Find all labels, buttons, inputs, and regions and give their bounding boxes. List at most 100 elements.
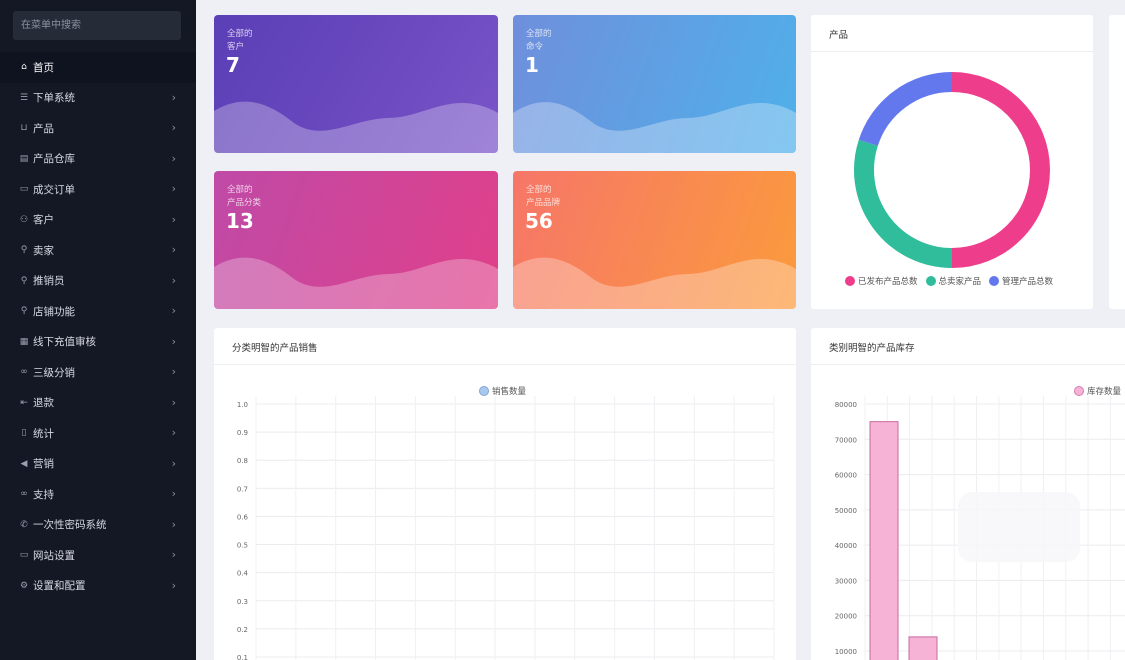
legend-item[interactable]: 已发布产品总数 bbox=[845, 275, 918, 287]
sidebar-item[interactable]: ⌂ 首页 bbox=[0, 52, 196, 83]
sidebar-item[interactable]: ✆ 一次性密码系统 › bbox=[0, 510, 196, 541]
panel-title: 类别明智的产品库存 bbox=[829, 343, 915, 354]
sidebar-item-label: 退款 bbox=[33, 397, 54, 410]
legend-swatch bbox=[925, 276, 936, 286]
customers-card[interactable]: 全部的 客户 7 bbox=[214, 15, 498, 153]
chevron-right-icon: › bbox=[171, 243, 176, 256]
donut-chart bbox=[854, 72, 1050, 268]
legend-swatch bbox=[845, 276, 855, 286]
sidebar-item[interactable]: ▤ 产品仓库 › bbox=[0, 144, 196, 175]
divider bbox=[214, 364, 796, 365]
sidebar-item[interactable]: ▭ 成交订单 › bbox=[0, 174, 196, 205]
panel-title: 分类明智的产品销售 bbox=[232, 343, 318, 354]
legend-label: 销售数量 bbox=[492, 387, 527, 397]
brands-card[interactable]: 全部的 产品品牌 56 bbox=[513, 171, 796, 309]
sidebar-item-label: 客户 bbox=[33, 214, 54, 227]
y-tick-label: 0.3 bbox=[237, 598, 248, 606]
sidebar-item[interactable]: ⚙ 设置和配置 › bbox=[0, 571, 196, 602]
category-sales-panel: 分类明智的产品销售 销售数量 1.0 0.9 0.8 0.7 0.6 0.5 0.4 0.3 0… bbox=[214, 328, 796, 660]
donut-slice[interactable] bbox=[951, 72, 1050, 268]
chevron-right-icon: › bbox=[171, 456, 176, 470]
sidebar-item[interactable]: ⇤ 退款 › bbox=[0, 388, 196, 419]
sidebar-item[interactable]: ∞ 支持 › bbox=[0, 479, 196, 510]
warehouse-icon: ▤ bbox=[19, 153, 29, 164]
megaphone-icon: ◀ bbox=[20, 458, 28, 469]
sidebar-item[interactable]: ∞ 三级分销 › bbox=[0, 357, 196, 388]
chevron-right-icon: › bbox=[171, 517, 176, 531]
sidebar-item-label: 产品 bbox=[33, 122, 54, 135]
sidebar-item[interactable]: ⚲ 卖家 › bbox=[0, 235, 196, 266]
y-tick-label: 80000 bbox=[835, 401, 857, 409]
y-tick-label: 30000 bbox=[835, 577, 857, 585]
link-icon: ∞ bbox=[20, 489, 28, 500]
card-wave bbox=[513, 102, 796, 153]
chevron-right-icon: › bbox=[171, 395, 176, 409]
chevron-right-icon: › bbox=[171, 365, 176, 378]
order-icon: ▭ bbox=[19, 184, 29, 195]
legend-swatch bbox=[989, 276, 1000, 286]
y-tick-label: 0.6 bbox=[237, 513, 249, 521]
sidebar-item-label: 首页 bbox=[33, 61, 54, 74]
panel-title: 产品 bbox=[829, 30, 849, 41]
sidebar-item-label: 三级分销 bbox=[33, 366, 75, 379]
sidebar-item-label: 一次性密码系统 bbox=[33, 519, 107, 532]
y-tick-label: 0.9 bbox=[237, 429, 248, 437]
users-icon: ⚇ bbox=[19, 214, 29, 225]
sidebar-item-label: 线下充值审核 bbox=[33, 336, 96, 349]
sidebar-menu: ⌂ 首页 ☰ 下单系统 › ⊔ 产品 › ▤ 产品仓库 › ▭ 成交订单 › ⚇ 客户 › ⚲ 卖家 › ⚲ 推销员 › ⚲ 店… bbox=[0, 52, 196, 601]
donut-slice[interactable] bbox=[858, 72, 953, 147]
sidebar-item-label: 营销 bbox=[33, 458, 54, 471]
card-wave bbox=[513, 257, 796, 309]
user-icon: ⚲ bbox=[20, 245, 28, 256]
y-tick-label: 20000 bbox=[835, 613, 857, 621]
refund-icon: ⇤ bbox=[20, 397, 28, 408]
menu-search-input[interactable]: 在菜单中搜索 bbox=[13, 11, 181, 40]
y-tick-label: 0.8 bbox=[237, 457, 248, 465]
sidebar-item-label: 下单系统 bbox=[33, 92, 75, 105]
legend-item[interactable]: 管理产品总数 bbox=[989, 275, 1053, 287]
stock-legend[interactable]: 库存数量 bbox=[1074, 385, 1121, 397]
home-icon: ⌂ bbox=[21, 62, 27, 73]
sidebar-item-label: 网站设置 bbox=[33, 549, 75, 562]
card-label: 全部的 产品品牌 bbox=[526, 185, 561, 208]
chevron-right-icon: › bbox=[171, 487, 176, 500]
y-tick-label: 0.5 bbox=[237, 542, 248, 550]
categories-card[interactable]: 全部的 产品分类 13 bbox=[214, 171, 498, 309]
chevron-right-icon: › bbox=[171, 121, 176, 134]
sidebar-item[interactable]: ⊔ 产品 › bbox=[0, 113, 196, 144]
card-value: 1 bbox=[525, 53, 539, 77]
sidebar-item[interactable]: ▦ 线下充值审核 › bbox=[0, 327, 196, 358]
bar[interactable] bbox=[908, 636, 938, 660]
chevron-right-icon: › bbox=[171, 90, 176, 104]
user-icon: ⚲ bbox=[20, 275, 28, 286]
y-tick-label: 0.4 bbox=[237, 570, 249, 578]
sidebar-item-label: 支持 bbox=[33, 488, 54, 501]
sidebar-item-label: 推销员 bbox=[33, 275, 65, 288]
sidebar-item[interactable]: ☰ 下单系统 › bbox=[0, 83, 196, 114]
sidebar-item[interactable]: ⚲ 店铺功能 › bbox=[0, 296, 196, 327]
chevron-right-icon: › bbox=[171, 304, 176, 317]
card-value: 7 bbox=[226, 53, 240, 77]
donut-slice[interactable] bbox=[854, 139, 953, 268]
gear-icon: ⚙ bbox=[19, 580, 29, 591]
y-tick-label: 10000 bbox=[835, 648, 857, 656]
orders-card[interactable]: 全部的 命令 1 bbox=[513, 15, 796, 153]
sidebar-item-label: 产品仓库 bbox=[33, 153, 75, 166]
sidebar-item-label: 成交订单 bbox=[33, 183, 75, 196]
sidebar-item[interactable]: ⚲ 推销员 › bbox=[0, 266, 196, 297]
legend-label: 管理产品总数 bbox=[1002, 277, 1054, 287]
legend-label: 总卖家产品 bbox=[938, 277, 982, 287]
sidebar-item[interactable]: ◀ 营销 › bbox=[0, 449, 196, 480]
legend-label: 已发布产品总数 bbox=[858, 277, 918, 287]
donut-legend: 已发布产品总数 总卖家产品 管理产品总数 bbox=[845, 275, 1061, 287]
chevron-right-icon: › bbox=[171, 273, 176, 287]
list-icon: ☰ bbox=[19, 92, 29, 103]
bar[interactable] bbox=[869, 421, 899, 660]
sidebar-item[interactable]: ▭ 网站设置 › bbox=[0, 540, 196, 571]
legend-item[interactable]: 总卖家产品 bbox=[925, 275, 982, 287]
sales-legend[interactable]: 销售数量 bbox=[479, 385, 526, 397]
sidebar-item[interactable]: ⚇ 客户 › bbox=[0, 205, 196, 236]
y-tick-label: 70000 bbox=[835, 436, 857, 444]
sidebar-item[interactable]: ▯ 统计 › bbox=[0, 418, 196, 449]
link-icon: ∞ bbox=[20, 367, 28, 378]
